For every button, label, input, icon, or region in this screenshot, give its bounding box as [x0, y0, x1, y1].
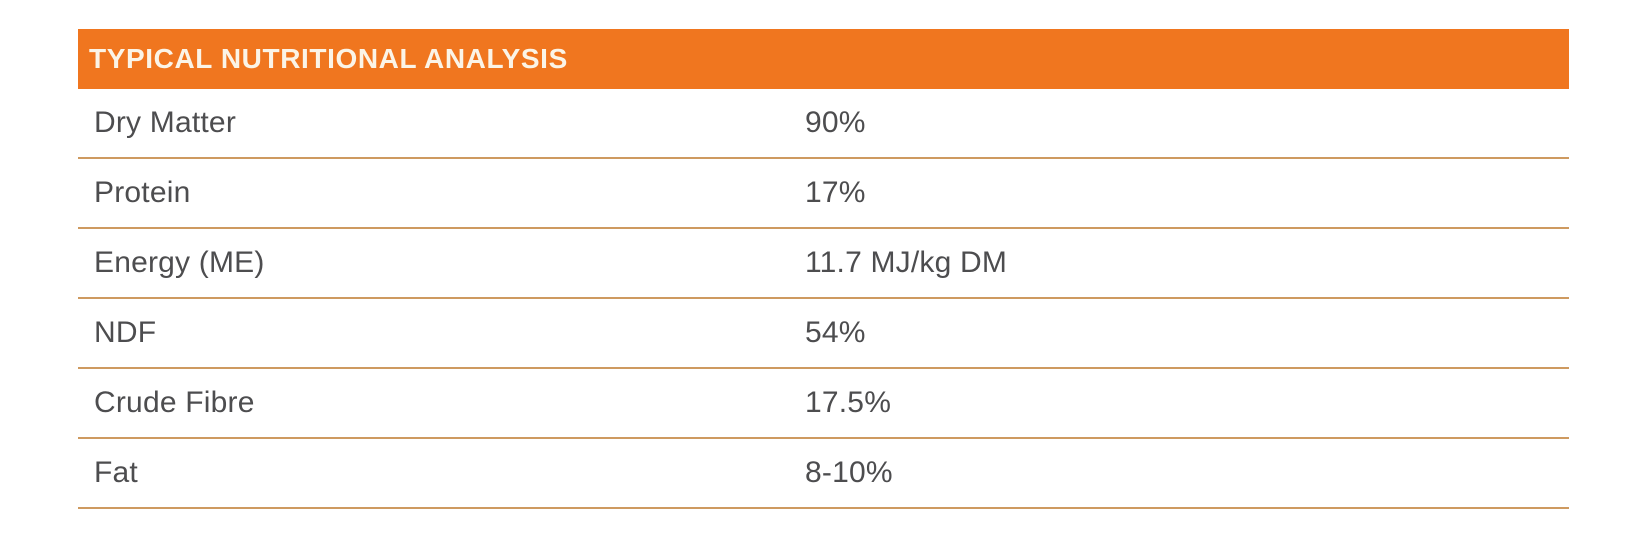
row-value: 8-10% — [805, 456, 893, 489]
table-row: Fat 8-10% — [78, 439, 1569, 509]
table-row: NDF 54% — [78, 299, 1569, 369]
table-row: Crude Fibre 17.5% — [78, 369, 1569, 439]
row-value: 11.7 MJ/kg DM — [805, 246, 1008, 279]
row-label: NDF — [94, 316, 157, 349]
row-value: 54% — [805, 316, 866, 349]
table-title: TYPICAL NUTRITIONAL ANALYSIS — [89, 43, 568, 74]
row-label: Fat — [94, 456, 138, 489]
row-value: 90% — [805, 106, 866, 139]
row-label: Dry Matter — [94, 106, 237, 139]
table-body: Dry Matter 90% Protein 17% Energy (ME) 1… — [78, 89, 1569, 509]
row-label: Crude Fibre — [94, 386, 255, 419]
table-row: Energy (ME) 11.7 MJ/kg DM — [78, 229, 1569, 299]
row-value: 17.5% — [805, 386, 892, 419]
row-value: 17% — [805, 176, 866, 209]
row-label: Protein — [94, 176, 191, 209]
table-row: Protein 17% — [78, 159, 1569, 229]
table-row: Dry Matter 90% — [78, 89, 1569, 159]
row-label: Energy (ME) — [94, 246, 265, 279]
table-header: TYPICAL NUTRITIONAL ANALYSIS — [78, 29, 1569, 89]
nutritional-analysis-table: TYPICAL NUTRITIONAL ANALYSIS Dry Matter … — [78, 29, 1569, 509]
